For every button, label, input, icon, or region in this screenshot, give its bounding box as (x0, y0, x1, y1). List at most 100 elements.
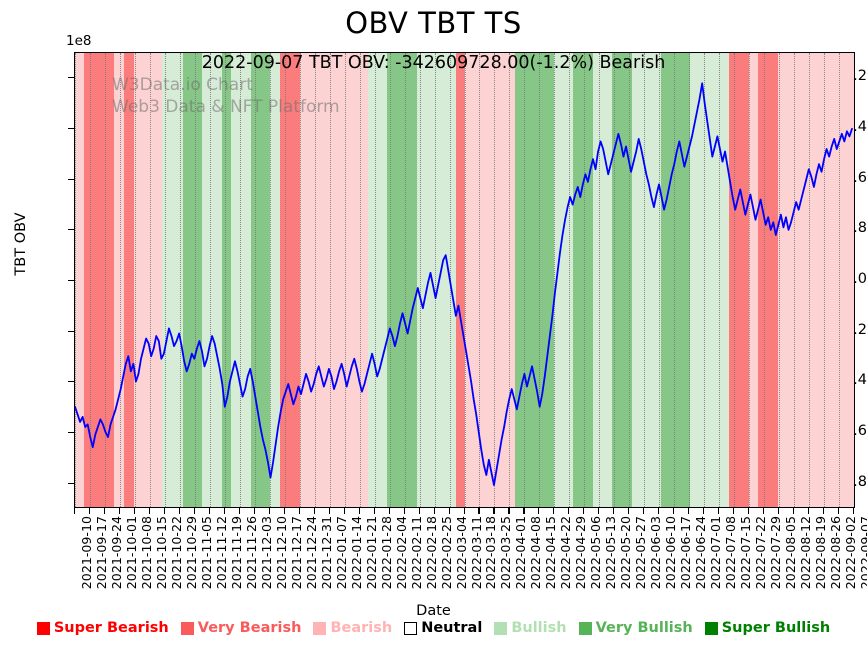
x-tick-label: 2021-10-15 (153, 516, 169, 590)
x-tick-label: 2021-12-31 (318, 516, 334, 590)
gridline-vertical (164, 53, 167, 507)
legend-swatch-icon (404, 621, 418, 635)
sentiment-band-very_bullish (514, 53, 554, 507)
sentiment-band-bearish (114, 53, 125, 507)
sentiment-band-bearish (749, 53, 759, 507)
gridline-vertical (194, 53, 197, 507)
legend-item-super-bullish[interactable]: Super Bullish (699, 620, 836, 636)
x-tick-label: 2022-01-14 (348, 516, 364, 590)
x-tick-mark (778, 508, 780, 514)
x-tick-mark (193, 508, 195, 514)
x-tick-label: 2022-02-04 (393, 516, 409, 590)
x-tick-mark (523, 508, 525, 514)
x-tick-mark (148, 508, 150, 514)
gridline-vertical (734, 53, 736, 507)
legend-item-very-bearish[interactable]: Very Bearish (175, 620, 308, 636)
x-tick-mark (598, 508, 600, 514)
x-tick-label: 2022-08-19 (813, 516, 829, 590)
sentiment-band-very_bullish (221, 53, 232, 507)
gridline-vertical (509, 53, 511, 507)
gridline-vertical (359, 53, 362, 507)
gridline-vertical (614, 53, 616, 507)
x-tick-label: 2022-08-05 (783, 516, 799, 590)
legend-label: Bullish (511, 620, 567, 636)
legend-item-bearish[interactable]: Bearish (307, 620, 398, 636)
sentiment-band-very_bearish (456, 53, 466, 507)
x-tick-mark (493, 508, 495, 514)
x-tick-label: 2021-10-22 (168, 516, 184, 590)
x-tick-label: 2022-09-07 (858, 516, 867, 590)
gridline-vertical (239, 53, 242, 507)
sentiment-band-very_bullish (573, 53, 593, 507)
gridline-vertical (149, 53, 152, 507)
x-axis-label: Date (416, 603, 451, 619)
x-tick-mark (418, 508, 420, 514)
plot-area[interactable] (74, 52, 855, 508)
x-tick-label: 2021-10-08 (138, 516, 154, 590)
x-tick-label: 2021-10-29 (183, 516, 199, 590)
x-tick-label: 2021-11-26 (243, 516, 259, 590)
legend-label: Very Bullish (595, 620, 693, 636)
x-tick-mark (673, 508, 675, 514)
chart-legend: Super Bearish Very Bearish Bearish Neutral B… (0, 620, 867, 636)
x-tick-label: 2022-04-15 (543, 516, 559, 590)
legend-swatch-icon (313, 621, 327, 635)
x-tick-mark (238, 508, 240, 514)
gridline-vertical (689, 53, 691, 507)
x-tick-label: 2021-09-10 (79, 516, 94, 590)
gridline-vertical (209, 53, 212, 507)
x-tick-mark (478, 508, 480, 514)
legend-swatch-icon (36, 621, 50, 635)
legend-label: Super Bullish (721, 620, 831, 636)
x-tick-mark (343, 508, 345, 514)
x-tick-mark (613, 508, 615, 514)
gridline-vertical (299, 53, 302, 507)
gridline-vertical (644, 53, 646, 507)
x-tick-mark (163, 508, 165, 514)
x-tick-mark (628, 508, 630, 514)
gridline-vertical (659, 53, 661, 507)
y-tick-mark (68, 178, 74, 180)
sentiment-band-bullish (270, 53, 281, 507)
sentiment-band-bullish (367, 53, 388, 507)
x-tick-mark (763, 508, 765, 514)
gridline-vertical (75, 53, 77, 507)
gridline-vertical (434, 53, 437, 507)
sentiment-band-bearish (465, 53, 515, 507)
x-tick-mark (538, 508, 540, 514)
obv-line-series (75, 53, 854, 508)
legend-item-bullish[interactable]: Bullish (488, 620, 572, 636)
legend-item-very-bullish[interactable]: Very Bullish (573, 620, 699, 636)
gridline-vertical (854, 53, 855, 507)
x-tick-label: 2022-08-26 (828, 516, 844, 590)
sentiment-band-very_bullish (387, 53, 418, 507)
x-tick-mark (553, 508, 555, 514)
gridline-vertical (464, 53, 467, 507)
legend-item-neutral[interactable]: Neutral (398, 620, 488, 636)
x-tick-label: 2022-07-29 (768, 516, 784, 590)
x-tick-label: 2022-07-22 (753, 516, 769, 590)
x-tick-label: 2022-03-18 (483, 516, 499, 590)
sentiment-band-very_bullish (612, 53, 632, 507)
x-tick-label: 2021-11-05 (198, 516, 214, 590)
gridline-vertical (704, 53, 706, 507)
x-tick-mark (433, 508, 435, 514)
x-tick-mark (568, 508, 570, 514)
sentiment-band-bullish (631, 53, 661, 507)
chart-title: OBV TBT TS (345, 6, 522, 40)
gridline-vertical (494, 53, 496, 507)
x-tick-label: 2022-04-29 (573, 516, 589, 590)
legend-item-super-bearish[interactable]: Super Bearish (31, 620, 175, 636)
x-tick-label: 2022-01-07 (333, 516, 349, 590)
gridline-vertical (119, 53, 122, 507)
x-tick-label: 2022-04-01 (513, 516, 529, 590)
gridline-vertical (479, 53, 481, 507)
x-tick-label: 2022-02-25 (438, 516, 454, 590)
legend-swatch-icon (578, 621, 592, 635)
x-tick-mark (208, 508, 210, 514)
gridline-vertical (284, 53, 287, 507)
legend-label: Very Bearish (197, 620, 302, 636)
y-tick-mark (68, 77, 74, 79)
gridline-vertical (809, 53, 811, 507)
gridline-vertical (539, 53, 541, 507)
